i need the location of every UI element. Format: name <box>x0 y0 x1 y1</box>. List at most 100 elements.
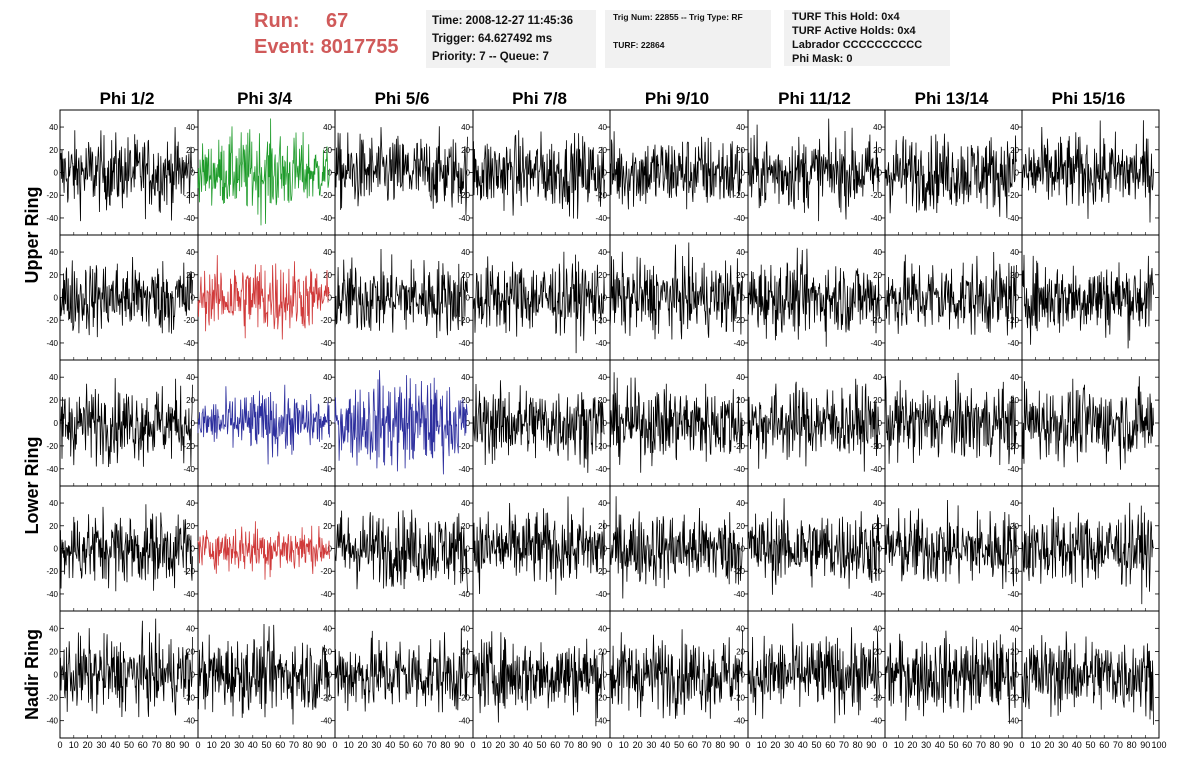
y-tick-label: -40 <box>733 590 745 599</box>
y-tick-label: 40 <box>186 499 195 508</box>
x-tick-label: 70 <box>152 740 162 750</box>
x-tick-label: 50 <box>948 740 958 750</box>
x-tick-label: 10 <box>1031 740 1041 750</box>
y-tick-label: 0 <box>54 169 59 178</box>
x-tick-label: 40 <box>523 740 533 750</box>
waveform-trace <box>609 629 743 719</box>
y-tick-label: -40 <box>870 339 882 348</box>
waveform-trace <box>59 127 193 222</box>
x-tick-label: 90 <box>179 740 189 750</box>
x-tick-label: 90 <box>866 740 876 750</box>
y-tick-label: 0 <box>603 294 608 303</box>
y-tick-label: 0 <box>1015 294 1020 303</box>
y-tick-label: 0 <box>603 419 608 428</box>
column-header: Phi 13/14 <box>915 89 989 108</box>
y-tick-label: 0 <box>191 294 196 303</box>
y-tick-label: 40 <box>736 373 745 382</box>
run-event-box: Run: 67 Event: 8017755 <box>254 8 399 60</box>
y-tick-label: 40 <box>873 624 882 633</box>
y-tick-label: 40 <box>1010 624 1019 633</box>
x-tick-label: 10 <box>69 740 79 750</box>
x-tick-label: 80 <box>715 740 725 750</box>
x-tick-label: 40 <box>660 740 670 750</box>
y-tick-label: -20 <box>320 567 332 576</box>
y-tick-label: 40 <box>1010 248 1019 257</box>
y-tick-label: 20 <box>736 647 745 656</box>
x-tick-label: 60 <box>825 740 835 750</box>
y-tick-label: 20 <box>461 271 470 280</box>
x-tick-label: 90 <box>316 740 326 750</box>
y-tick-label: 0 <box>466 545 471 554</box>
x-tick-label: 100 <box>1151 740 1166 750</box>
x-tick-label: 90 <box>454 740 464 750</box>
y-tick-label: 40 <box>461 373 470 382</box>
y-tick-label: 40 <box>873 499 882 508</box>
y-tick-label: -40 <box>1007 465 1019 474</box>
x-tick-label: 70 <box>839 740 849 750</box>
y-tick-label: 20 <box>461 146 470 155</box>
waveform-trace <box>59 378 193 468</box>
y-tick-label: 20 <box>323 271 332 280</box>
waveform-trace <box>609 372 743 473</box>
y-tick-label: 40 <box>461 499 470 508</box>
y-tick-label: 0 <box>603 671 608 680</box>
y-tick-label: 0 <box>328 419 333 428</box>
waveform-trace <box>1021 502 1154 605</box>
x-tick-label: 20 <box>770 740 780 750</box>
trig-num-line: Trig Num: 22855 -- Trig Type: RF <box>613 12 743 22</box>
y-tick-label: -40 <box>458 717 470 726</box>
y-tick-label: 0 <box>54 671 59 680</box>
row-label: Lower Ring <box>22 437 42 535</box>
x-tick-label: 0 <box>195 740 200 750</box>
waveform-trace <box>334 126 468 216</box>
y-tick-label: -20 <box>595 567 607 576</box>
y-tick-label: 20 <box>49 146 58 155</box>
x-tick-label: 70 <box>976 740 986 750</box>
y-tick-label: -40 <box>1007 590 1019 599</box>
waveform-trace <box>472 631 605 727</box>
x-tick-label: 20 <box>1044 740 1054 750</box>
y-tick-label: -20 <box>320 191 332 200</box>
x-tick-label: 20 <box>907 740 917 750</box>
column-header: Phi 15/16 <box>1052 89 1126 108</box>
y-tick-label: 40 <box>49 123 58 132</box>
x-tick-label: 10 <box>619 740 629 750</box>
y-tick-label: 40 <box>323 624 332 633</box>
y-tick-label: 0 <box>741 545 746 554</box>
column-header: Phi 1/2 <box>100 89 155 108</box>
y-tick-label: 40 <box>736 624 745 633</box>
y-tick-label: 0 <box>328 169 333 178</box>
x-tick-label: 10 <box>344 740 354 750</box>
waveform-trace <box>334 248 468 339</box>
y-tick-label: -40 <box>458 339 470 348</box>
x-tick-label: 50 <box>1085 740 1095 750</box>
y-tick-label: -40 <box>46 590 58 599</box>
waveform-trace <box>198 623 330 725</box>
y-tick-label: -20 <box>183 316 195 325</box>
run-value: 67 <box>326 10 349 32</box>
x-tick-label: 0 <box>470 740 475 750</box>
y-tick-label: 20 <box>873 396 882 405</box>
y-tick-label: 0 <box>466 294 471 303</box>
waveform-trace <box>59 504 193 592</box>
x-tick-label: 20 <box>633 740 643 750</box>
y-tick-label: -20 <box>46 694 58 703</box>
y-tick-label: 40 <box>736 123 745 132</box>
x-tick-label: 30 <box>234 740 244 750</box>
y-tick-label: -40 <box>870 465 882 474</box>
waveform-trace <box>472 380 605 473</box>
y-tick-label: 20 <box>598 647 607 656</box>
x-tick-label: 10 <box>757 740 767 750</box>
y-tick-label: -40 <box>733 339 745 348</box>
x-tick-label: 50 <box>399 740 409 750</box>
x-tick-label: 80 <box>990 740 1000 750</box>
y-tick-label: 0 <box>878 545 883 554</box>
y-tick-label: 0 <box>466 671 471 680</box>
y-tick-label: 20 <box>49 271 58 280</box>
y-tick-label: -20 <box>320 316 332 325</box>
y-tick-label: 40 <box>598 248 607 257</box>
x-tick-label: 30 <box>371 740 381 750</box>
y-tick-label: -40 <box>733 214 745 223</box>
waveform-trace <box>1021 254 1154 349</box>
x-tick-label: 0 <box>1019 740 1024 750</box>
